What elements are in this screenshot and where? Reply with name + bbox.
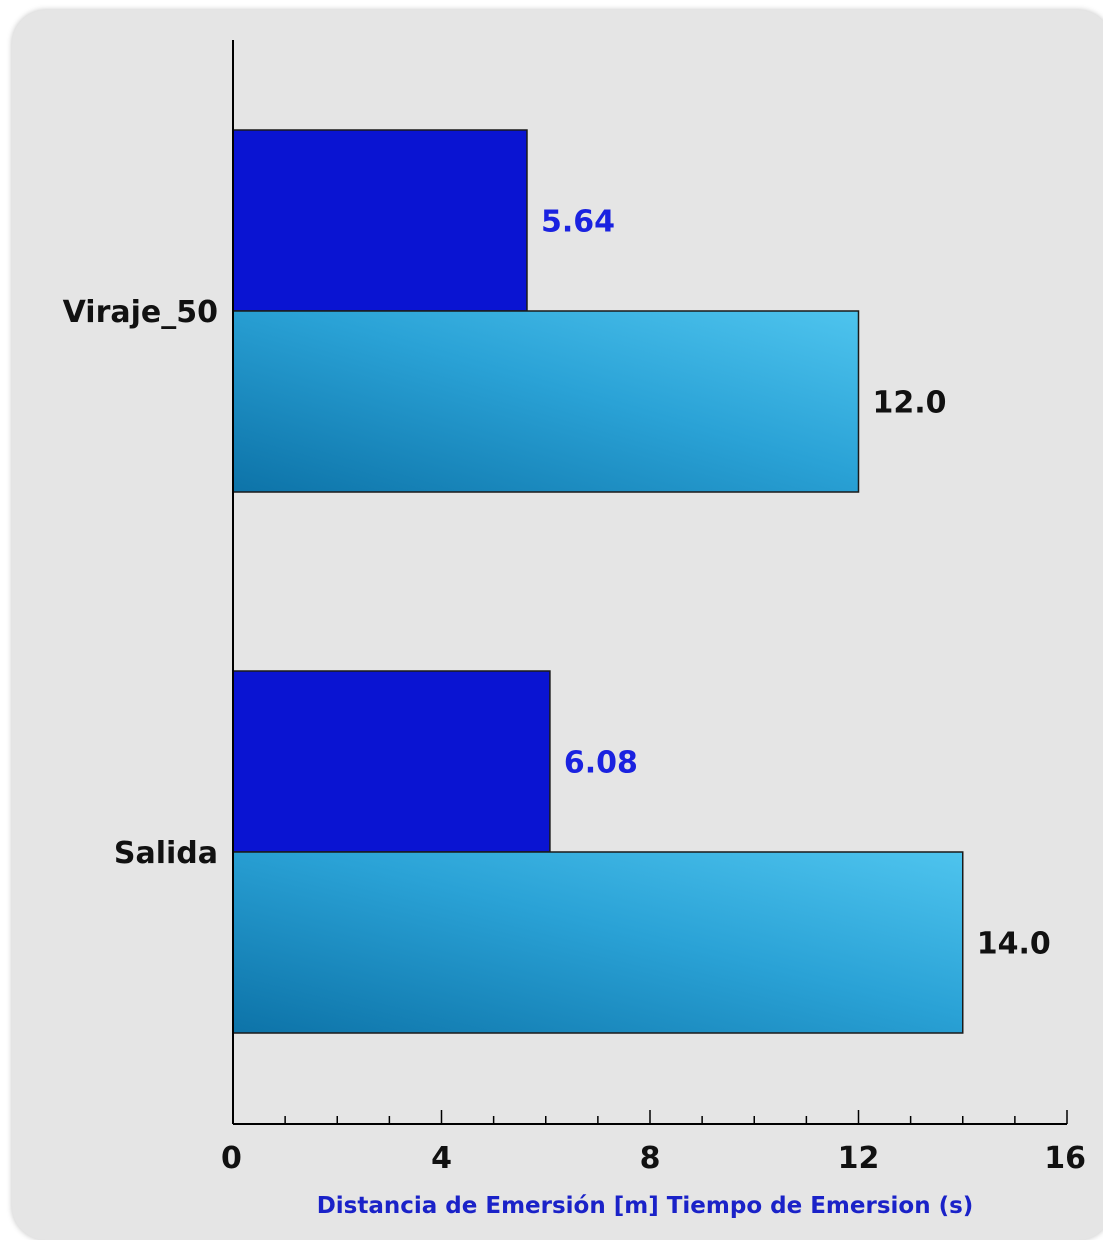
chart-background <box>12 10 1103 1240</box>
x-tick-label: 16 <box>1044 1141 1086 1176</box>
labels-layer: 5.64 12.0 Viraje_50 6.08 14.0 Salida <box>63 205 1051 962</box>
category-label: Viraje_50 <box>63 295 218 330</box>
data-label: 12.0 <box>873 386 947 421</box>
data-label: 5.64 <box>541 205 615 240</box>
x-ticks-layer: 0 4 8 12 16 <box>221 1110 1086 1176</box>
data-label: 6.08 <box>564 746 638 781</box>
x-tick-label: 12 <box>838 1141 880 1176</box>
bar-salida-series-2 <box>232 851 964 1034</box>
data-label: 14.0 <box>977 927 1051 962</box>
x-axis-label: Distancia de Emersión [m] Tiempo de Emer… <box>317 1193 974 1219</box>
x-tick-label: 0 <box>221 1141 242 1176</box>
bar-salida-series-1 <box>232 670 551 853</box>
bar-viraje_50-series-2 <box>232 310 860 493</box>
bars-layer <box>232 129 964 1034</box>
x-tick-label: 8 <box>640 1141 661 1176</box>
bar-viraje_50-series-1 <box>232 129 528 312</box>
x-tick-label: 4 <box>431 1141 452 1176</box>
category-label: Salida <box>114 836 218 871</box>
